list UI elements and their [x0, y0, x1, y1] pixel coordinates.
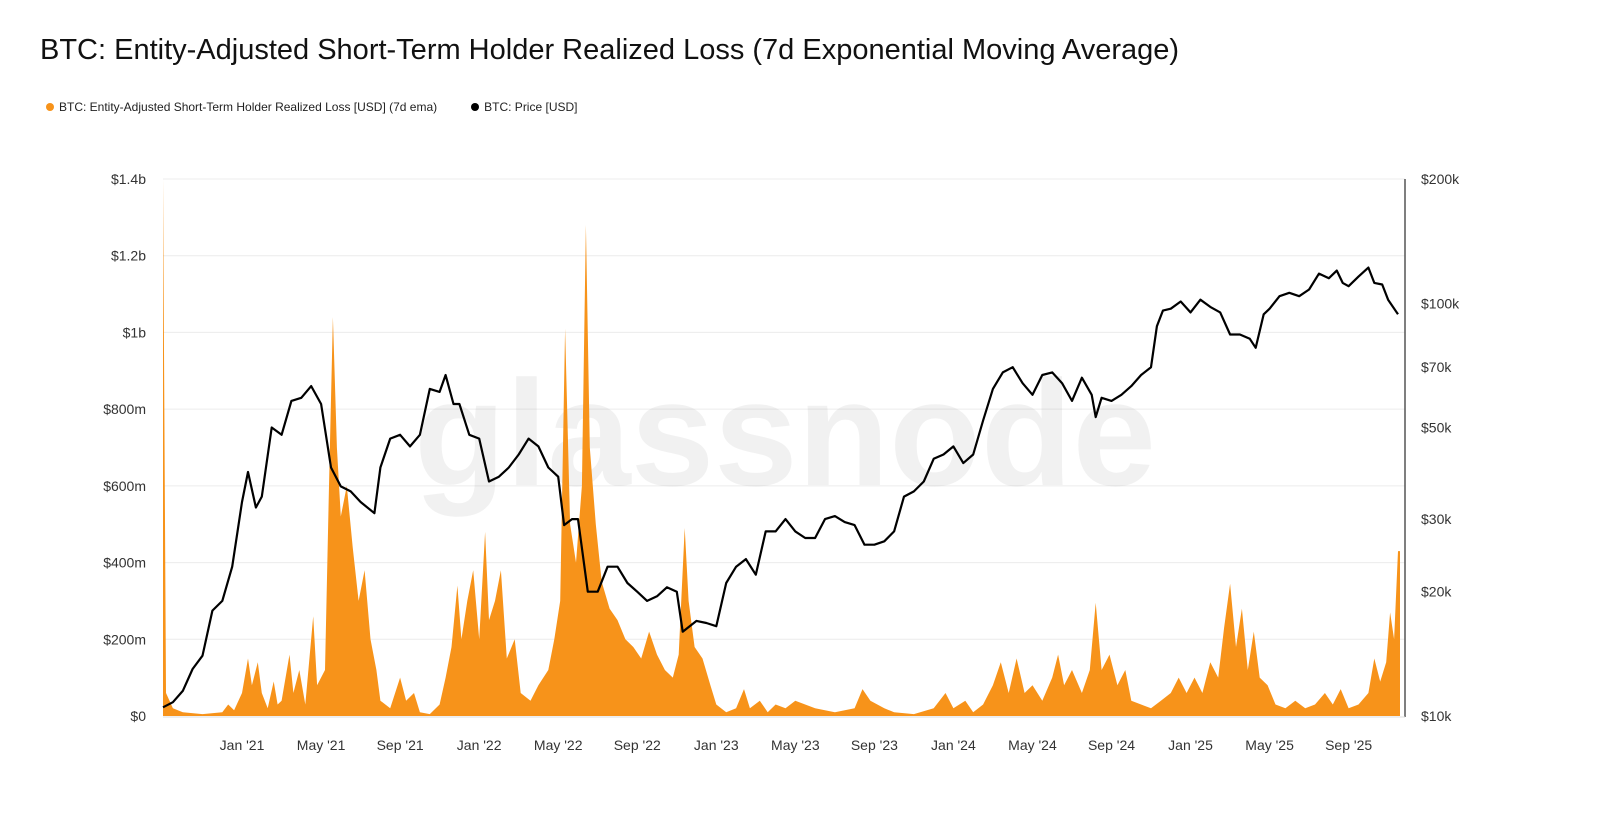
left-tick-label: $1.4b: [111, 171, 146, 187]
legend-label: BTC: Entity-Adjusted Short-Term Holder R…: [59, 100, 438, 114]
right-tick-label: $10k: [1421, 708, 1452, 724]
x-axis: Jan '21 May '21 Sep '21 Jan '22 May '22 Sep '…: [220, 737, 1373, 753]
legend-dot-icon: [46, 103, 54, 111]
left-tick-label: $200m: [103, 631, 146, 647]
right-tick-label: $50k: [1421, 420, 1452, 436]
legend-dot-icon: [471, 103, 480, 111]
legend-item-realized-loss[interactable]: BTC: Entity-Adjusted Short-Term Holder R…: [46, 100, 437, 114]
x-tick-label: Jan '21: [220, 737, 265, 753]
watermark: glassnode: [414, 349, 1156, 517]
price-line: [162, 266, 1399, 709]
left-axis: $0 $200m $400m $600m $800m $1b $1.2b $1.4b: [103, 171, 146, 724]
chart-title: BTC: Entity-Adjusted Short-Term Holder R…: [40, 34, 1180, 66]
right-tick-label: $100k: [1421, 295, 1460, 311]
x-tick-label: Jan '22: [457, 737, 502, 753]
x-tick-label: Sep '25: [1325, 737, 1372, 753]
x-tick-label: Sep '23: [851, 737, 898, 753]
right-tick-label: $30k: [1421, 511, 1452, 527]
x-tick-label: May '24: [1008, 737, 1057, 753]
right-tick-label: $20k: [1421, 584, 1452, 600]
right-tick-label: $200k: [1421, 171, 1460, 187]
legend-label: BTC: Price [USD]: [484, 100, 578, 114]
x-tick-label: Jan '24: [931, 737, 976, 753]
x-tick-label: Sep '24: [1088, 737, 1135, 753]
legend-item-price[interactable]: BTC: Price [USD]: [471, 100, 578, 114]
x-tick-label: Sep '22: [614, 737, 661, 753]
left-tick-label: $1b: [123, 324, 147, 340]
realized-loss-area: [163, 179, 1400, 716]
x-tick-label: May '23: [771, 737, 820, 753]
x-tick-label: Sep '21: [377, 737, 424, 753]
x-tick-label: Jan '25: [1168, 737, 1213, 753]
gridlines: [163, 178, 1405, 640]
left-tick-label: $800m: [103, 401, 146, 417]
left-tick-label: $0: [130, 708, 146, 724]
legend: BTC: Entity-Adjusted Short-Term Holder R…: [46, 100, 578, 114]
left-tick-label: $1.2b: [111, 248, 146, 264]
x-tick-label: May '25: [1245, 737, 1294, 753]
x-tick-label: May '22: [534, 737, 583, 753]
right-axis: $10k $20k $30k $50k $70k $100k $200k: [1421, 171, 1460, 724]
x-tick-label: May '21: [297, 737, 346, 753]
left-tick-label: $400m: [103, 555, 146, 571]
x-tick-label: Jan '23: [694, 737, 739, 753]
left-tick-label: $600m: [103, 478, 146, 494]
right-tick-label: $70k: [1421, 359, 1452, 375]
